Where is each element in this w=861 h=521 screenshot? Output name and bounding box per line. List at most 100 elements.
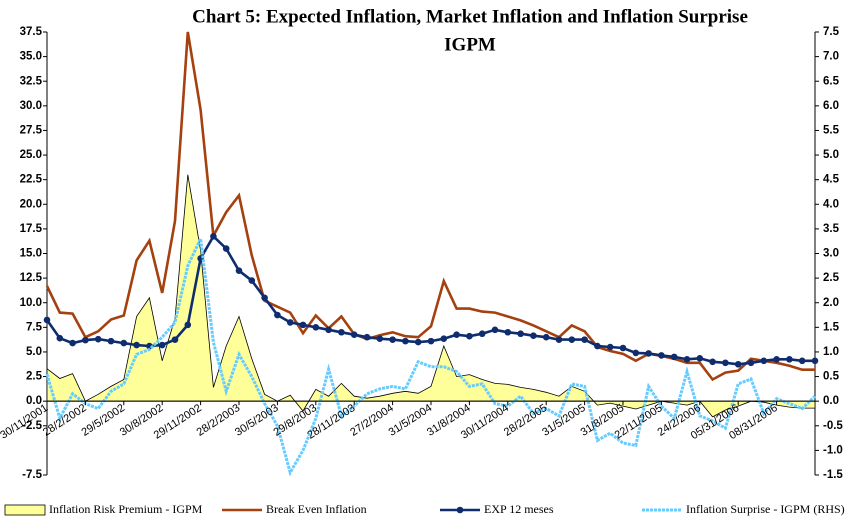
marker (606, 343, 614, 351)
marker (312, 324, 320, 331)
marker (414, 338, 422, 346)
y-tick-label: 27.5 (20, 124, 43, 136)
marker (274, 311, 281, 319)
y-tick-label: -7.5 (22, 469, 42, 481)
chart-title: Chart 5: Expected Inflation, Market Infl… (192, 6, 748, 27)
marker (517, 330, 524, 338)
x-tick-label: 30/11/2001 (0, 402, 50, 442)
y2-tick-label: 0.0 (823, 395, 839, 407)
marker (811, 357, 819, 365)
y2-tick-label: 2.0 (823, 297, 839, 309)
marker (82, 336, 89, 344)
marker (107, 337, 115, 345)
y2-tick-label: 1.0 (823, 346, 839, 358)
legend-label: Break Even Inflation (266, 502, 367, 516)
y-tick-label: 30.0 (20, 100, 42, 112)
marker (696, 355, 704, 362)
marker (504, 328, 512, 336)
y-tick-label: 15.0 (20, 248, 42, 260)
y2-tick-label: 3.5 (823, 223, 840, 235)
legend-swatch (4, 504, 46, 516)
marker (43, 316, 51, 324)
marker (325, 326, 332, 334)
marker (760, 357, 768, 365)
marker (338, 328, 345, 336)
y2-tick-label: 5.5 (823, 124, 840, 136)
chart-subtitle: IGPM (444, 34, 496, 55)
marker (453, 331, 460, 339)
marker (658, 352, 665, 359)
marker (530, 332, 537, 340)
marker (286, 319, 294, 326)
y2-tick-label: 6.5 (823, 75, 840, 87)
marker (427, 337, 435, 345)
marker (594, 342, 601, 350)
marker (402, 337, 409, 345)
y-tick-label: 2.5 (26, 371, 43, 383)
marker (683, 356, 691, 363)
legend-label: Inflation Risk Premium - IGPM (49, 502, 203, 516)
y-tick-label: 10.0 (20, 297, 42, 309)
marker (184, 321, 192, 329)
y2-tick-label: 4.0 (823, 198, 839, 210)
y2-tick-label: 1.5 (823, 321, 840, 333)
legend-label: Inflation Surprise - IGPM (RHS) (686, 502, 845, 516)
y-tick-label: -2.5 (22, 420, 42, 432)
y2-tick-label: 6.0 (823, 100, 839, 112)
marker (568, 336, 576, 343)
y-tick-label: 22.5 (20, 174, 43, 186)
marker (440, 335, 448, 342)
marker (491, 326, 499, 334)
marker (222, 245, 230, 252)
marker (466, 332, 473, 340)
marker (133, 341, 140, 349)
marker (171, 336, 179, 343)
marker (722, 359, 729, 367)
y2-tick-label: 3.0 (823, 248, 839, 260)
marker (94, 335, 102, 343)
y-tick-label: 37.5 (20, 26, 43, 38)
y2-tick-label: 7.0 (823, 51, 839, 63)
y-tick-label: 25.0 (20, 149, 42, 161)
marker (56, 334, 64, 342)
area (46, 174, 816, 418)
y2-tick-label: 7.5 (823, 26, 840, 38)
line (45, 31, 815, 382)
marker (734, 360, 742, 368)
marker (261, 294, 268, 302)
marker (376, 335, 384, 342)
y2-tick-label: 5.0 (823, 149, 839, 161)
marker (363, 333, 371, 341)
y2-tick-label: 4.5 (823, 174, 840, 186)
marker (120, 339, 128, 347)
y-tick-label: 5.0 (26, 346, 42, 358)
y-tick-label: 32.5 (20, 75, 43, 87)
marker (581, 336, 588, 343)
marker (786, 356, 793, 363)
marker (350, 331, 358, 339)
y2-tick-label: -0.5 (823, 420, 843, 432)
y2-tick-label: 2.5 (823, 272, 840, 284)
marker (158, 341, 166, 349)
marker (478, 330, 486, 338)
y-tick-label: 20.0 (20, 198, 42, 210)
y-tick-label: 17.5 (20, 223, 43, 235)
marker (773, 356, 780, 363)
marker (747, 359, 755, 367)
marker (235, 267, 243, 275)
y-tick-label: 35.0 (20, 51, 42, 63)
y2-tick-label: -1.0 (823, 444, 843, 456)
marker (542, 333, 550, 341)
marker (389, 336, 396, 343)
marker (619, 344, 627, 352)
marker (670, 353, 678, 361)
legend-marker (456, 506, 464, 514)
y2-tick-label: -1.5 (823, 469, 843, 481)
y-tick-label: 12.5 (20, 272, 43, 284)
marker (709, 358, 716, 366)
legend-label: EXP 12 meses (484, 502, 554, 516)
marker (645, 350, 652, 357)
marker (555, 336, 563, 343)
y-tick-label: 7.5 (26, 321, 43, 333)
